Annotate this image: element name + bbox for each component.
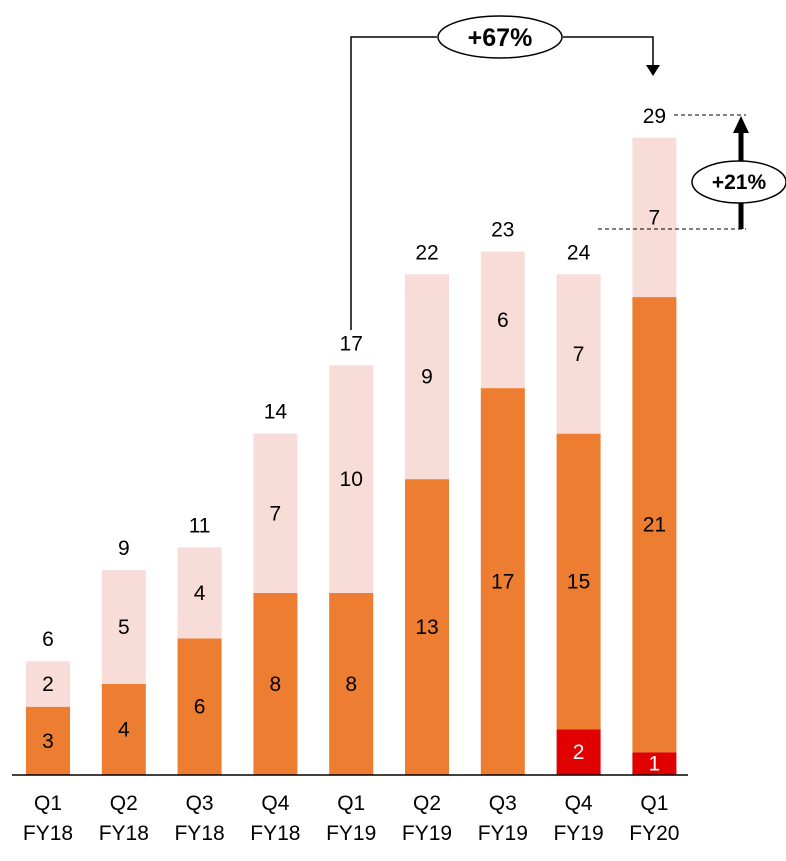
growth-21-arrowhead-icon [733,116,749,133]
total-label: 11 [189,514,211,537]
bar-segment [177,638,222,775]
bar-segment [632,297,677,753]
segment-label: 4 [118,718,130,741]
total-label: 14 [264,401,288,424]
growth-67-ellipse [437,15,563,59]
segment-label: 6 [497,309,509,332]
segment-label: 4 [194,582,206,605]
x-tick-label: FY19 [326,822,376,845]
x-tick-label: FY18 [99,822,149,845]
x-tick-label: Q3 [489,792,517,815]
bar-segment [101,683,146,775]
x-tick-label: Q4 [261,792,289,815]
x-tick-label: Q4 [565,792,593,815]
growth-21-ellipse [691,160,786,204]
bar-segment [405,274,449,480]
bar-segment [26,661,70,707]
bar-segment [556,729,601,775]
bar-segment [177,547,222,639]
segment-label: 21 [643,514,666,537]
segment-label: 7 [573,343,585,366]
segment-label: 15 [567,571,590,594]
growth-annotations: +67% +21% [12,15,786,776]
x-tick-label: Q1 [34,792,62,815]
segment-label: 6 [194,696,206,719]
bar-segment [480,251,525,389]
x-tick-label: Q3 [186,792,214,815]
x-tick-label: Q2 [110,792,138,815]
x-tick-label: Q2 [413,792,441,815]
growth-67-arrowhead-icon [646,65,660,76]
segment-label: 2 [573,741,585,764]
x-tick-label: Q1 [337,792,365,815]
x-tick-label: FY18 [250,822,300,845]
segment-label: 7 [270,502,282,525]
segment-label: 2 [42,673,54,696]
segment-label: 8 [270,673,282,696]
bar-segment [556,274,601,434]
bar-segment [329,592,374,775]
growth-67-label: +67% [468,24,533,52]
bar-segment [253,592,298,775]
x-tick-label: FY18 [23,822,73,845]
bar-segment [26,706,70,775]
bar-segment [480,388,525,775]
x-tick-label: FY18 [174,822,224,845]
bar-segment [556,433,601,730]
total-label: 22 [415,241,438,264]
bar-segment [329,365,374,593]
total-label: 17 [340,332,363,355]
x-tick-label: FY19 [478,822,528,845]
segment-label: 3 [42,730,54,753]
growth-67-bracket [350,36,654,330]
x-tick-label: FY19 [402,822,452,845]
bars-layer: 3 2 6 Q1 FY18 4 5 9 Q2 FY18 6 4 11 Q3 FY18 8 7 14 Q4 FY18 8 1… [23,105,680,845]
x-tick-label: Q1 [640,792,668,815]
total-label: 9 [118,537,130,560]
segment-label: 7 [649,206,661,229]
segment-label: 10 [340,468,363,491]
bar-segment [253,433,298,593]
bar-segment [632,137,677,298]
bar-segment [101,570,146,684]
total-label: 6 [42,628,54,651]
bar-segment [405,479,449,775]
total-label: 24 [567,241,591,264]
segment-label: 8 [345,673,357,696]
total-label: 29 [643,105,666,128]
growth-21-label: +21% [712,171,767,194]
segment-label: 9 [421,366,433,389]
segment-label: 1 [649,753,661,776]
total-label: 23 [491,219,514,242]
bar-segment [632,752,677,775]
segment-label: 13 [415,616,438,639]
x-tick-label: FY20 [629,822,679,845]
x-tick-label: FY19 [553,822,603,845]
segment-label: 17 [491,571,514,594]
segment-label: 5 [118,616,130,639]
